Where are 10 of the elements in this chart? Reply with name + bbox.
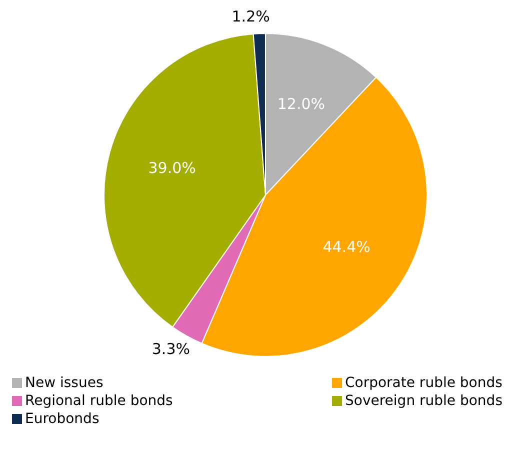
legend-label: Corporate ruble bonds bbox=[345, 375, 502, 391]
data-label: 12.0% bbox=[277, 94, 326, 113]
legend-label: Regional ruble bonds bbox=[25, 393, 173, 409]
data-label: 44.4% bbox=[322, 238, 370, 256]
legend-label: Eurobonds bbox=[25, 411, 100, 427]
data-label: 3.3% bbox=[152, 340, 190, 358]
data-label: 39.0% bbox=[148, 159, 196, 178]
legend-label: New issues bbox=[25, 375, 104, 391]
data-label: 1.2% bbox=[232, 8, 270, 26]
legend-label: Sovereign ruble bonds bbox=[345, 393, 502, 409]
